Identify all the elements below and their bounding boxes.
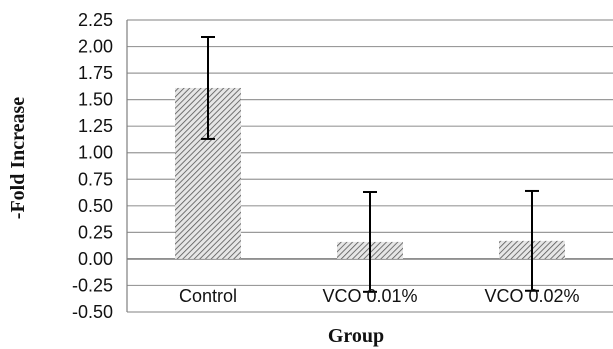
y-tick-label: -0.50 xyxy=(72,302,113,322)
y-tick-labels: 2.25 2.00 1.75 1.50 1.25 1.00 0.75 0.50 0.25 0.00… xyxy=(72,10,113,322)
y-tick-label: 2.00 xyxy=(78,37,113,57)
x-category-label: VCO 0.01% xyxy=(322,286,417,306)
x-category-label: Control xyxy=(179,286,237,306)
y-tick-label: 2.25 xyxy=(78,10,113,30)
y-axis-title: -Fold Increase xyxy=(7,97,29,220)
y-tick-label: 1.00 xyxy=(78,143,113,163)
y-tick-label: 1.75 xyxy=(78,63,113,83)
bars xyxy=(175,87,565,259)
y-tick-label: 0.00 xyxy=(78,249,113,269)
y-tick-label: 0.75 xyxy=(78,169,113,189)
y-tick-label: -0.25 xyxy=(72,275,113,295)
y-tick-label: 1.50 xyxy=(78,90,113,110)
y-tick-label: 0.25 xyxy=(78,222,113,242)
x-axis-title: Group xyxy=(328,325,384,347)
y-tick-label: 1.25 xyxy=(78,116,113,136)
error-bars xyxy=(201,35,539,293)
y-tick-label: 0.50 xyxy=(78,196,113,216)
x-category-label: VCO 0.02% xyxy=(484,286,579,306)
x-category-labels: Control VCO 0.01% VCO 0.02% xyxy=(179,286,580,306)
